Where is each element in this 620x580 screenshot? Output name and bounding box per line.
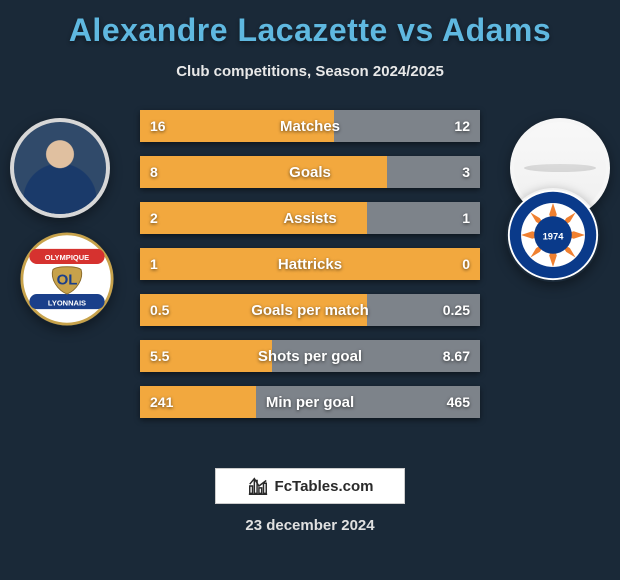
stat-bars: 16Matches128Goals32Assists11Hattricks00.… [140,110,480,432]
stat-value-right: 0.25 [433,294,480,326]
stat-label: Hattricks [140,248,480,280]
stat-row: 16Matches12 [140,110,480,142]
montpellier-badge-icon: 1974 [506,188,600,282]
chart-icon [247,475,269,497]
svg-text:OL: OL [57,272,78,289]
avatar-placeholder-icon [14,122,106,214]
svg-text:1974: 1974 [543,231,565,242]
stat-label: Goals [140,156,480,188]
stat-row: 0.5Goals per match0.25 [140,294,480,326]
stat-label: Min per goal [140,386,480,418]
comparison-panel: OLYMPIQUE LYONNAIS OL 1974 [0,104,620,444]
stat-label: Goals per match [140,294,480,326]
stat-row: 1Hattricks0 [140,248,480,280]
stat-value-right: 0 [452,248,480,280]
stat-value-right: 8.67 [433,340,480,372]
stat-row: 8Goals3 [140,156,480,188]
brand-box: FcTables.com [215,468,405,504]
stat-row: 5.5Shots per goal8.67 [140,340,480,372]
stat-value-right: 3 [452,156,480,188]
stat-row: 241Min per goal465 [140,386,480,418]
lyon-badge-icon: OLYMPIQUE LYONNAIS OL [20,232,114,326]
page-title: Alexandre Lacazette vs Adams [0,0,620,49]
stat-row: 2Assists1 [140,202,480,234]
club-left-badge: OLYMPIQUE LYONNAIS OL [20,232,114,326]
svg-text:OLYMPIQUE: OLYMPIQUE [45,253,89,262]
svg-text:LYONNAIS: LYONNAIS [48,298,86,307]
date-label: 23 december 2024 [0,517,620,534]
player-left-avatar [10,118,110,218]
stat-value-right: 465 [437,386,480,418]
brand-label: FcTables.com [275,478,374,495]
subtitle: Club competitions, Season 2024/2025 [0,63,620,80]
stat-value-right: 12 [444,110,480,142]
stat-value-right: 1 [452,202,480,234]
club-right-badge: 1974 [506,188,600,282]
stat-label: Assists [140,202,480,234]
stat-label: Matches [140,110,480,142]
stat-label: Shots per goal [140,340,480,372]
